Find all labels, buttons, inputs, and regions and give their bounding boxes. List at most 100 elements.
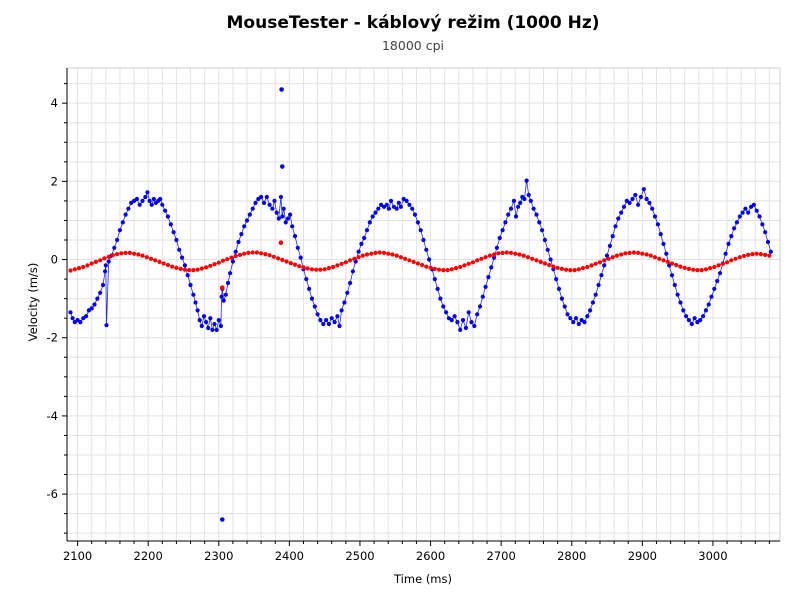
data-point (641, 187, 646, 192)
data-point (324, 318, 329, 323)
data-point (554, 277, 559, 282)
data-point (307, 286, 312, 291)
data-point (345, 290, 350, 295)
data-point (288, 261, 293, 266)
data-point (725, 260, 730, 265)
data-point (187, 268, 192, 273)
data-point (441, 304, 446, 309)
data-point (497, 235, 502, 241)
data-point (619, 210, 624, 215)
data-point (201, 314, 207, 319)
data-point (140, 253, 145, 258)
data-point (537, 220, 542, 225)
data-point (219, 294, 224, 299)
data-point (350, 269, 355, 274)
data-point (684, 314, 689, 319)
data-point (754, 251, 759, 256)
data-point (767, 253, 772, 258)
data-point (292, 262, 298, 267)
data-point (410, 206, 415, 211)
data-point (627, 200, 632, 205)
data-point (193, 300, 198, 305)
data-point (460, 318, 466, 323)
data-point (737, 255, 742, 260)
data-point (236, 239, 241, 245)
data-point (709, 294, 714, 299)
data-point (665, 259, 670, 264)
data-point (763, 252, 768, 257)
data-point (458, 264, 463, 270)
data-point (98, 258, 103, 263)
data-point (644, 196, 649, 202)
data-point (274, 210, 279, 215)
x-tick-label: 3000 (698, 549, 727, 563)
data-point (78, 320, 83, 325)
data-point (158, 196, 163, 202)
data-point (225, 257, 230, 262)
data-point (136, 252, 141, 257)
data-point (534, 212, 539, 217)
data-point (438, 296, 443, 301)
data-point (435, 286, 440, 291)
data-point (359, 241, 364, 246)
data-point (746, 210, 751, 215)
data-point (309, 296, 315, 301)
data-point (513, 214, 519, 219)
data-point (565, 312, 570, 317)
data-point (593, 261, 598, 266)
data-point (68, 310, 73, 315)
data-point (384, 202, 389, 207)
data-point (733, 256, 738, 261)
x-tick-label: 2100 (63, 549, 92, 563)
data-point (204, 320, 209, 325)
data-point (740, 210, 745, 215)
data-point (573, 316, 579, 321)
data-point (518, 200, 523, 205)
data-point (580, 266, 586, 271)
data-point (174, 237, 179, 243)
data-point (225, 280, 231, 286)
data-point (329, 316, 334, 321)
data-point (444, 310, 449, 315)
data-point (494, 245, 499, 250)
data-point (503, 220, 508, 225)
data-point (616, 216, 621, 221)
data-point (720, 261, 725, 266)
data-point (229, 255, 234, 260)
data-point (432, 277, 437, 282)
data-point (403, 256, 408, 261)
data-point (360, 253, 365, 258)
data-point (153, 258, 158, 263)
grid (67, 68, 780, 541)
data-point (84, 314, 89, 319)
data-point (143, 194, 148, 200)
y-tick-label: -6 (47, 487, 58, 501)
data-point (582, 320, 587, 325)
data-point (599, 273, 604, 278)
data-point (218, 323, 223, 329)
data-point (89, 261, 94, 266)
data-point (304, 277, 309, 282)
chart-title: MouseTester - káblový režim (1000 Hz) (227, 13, 600, 33)
data-point (309, 267, 315, 272)
data-point (271, 254, 276, 259)
data-point (407, 202, 412, 207)
data-point (160, 202, 165, 207)
data-point (168, 222, 173, 227)
data-point (636, 250, 641, 255)
data-point (477, 304, 483, 309)
data-point (106, 259, 111, 264)
data-point (760, 222, 765, 227)
data-point (95, 296, 100, 301)
data-point (335, 314, 340, 319)
data-point (233, 249, 238, 254)
x-tick-label: 2800 (557, 549, 586, 563)
data-point (123, 250, 128, 255)
data-point (496, 251, 501, 256)
data-point (678, 264, 683, 269)
data-point (500, 228, 505, 233)
data-point (297, 264, 302, 269)
data-point (216, 260, 221, 265)
data-point (370, 214, 375, 219)
